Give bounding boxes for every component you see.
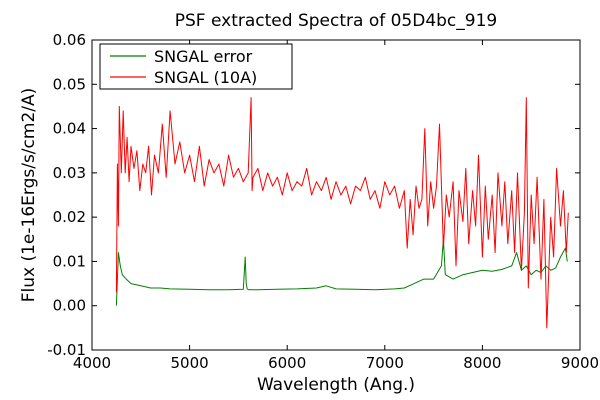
axis-ticks: 4000 5000 6000 7000 8000 9000 -0.01 0.00 0.01 0.0… — [47, 31, 599, 372]
legend-label-sngal-10a: SNGAL (10A) — [154, 68, 257, 87]
x-tick-label: 4000 — [73, 354, 111, 372]
y-tick-label: 0.02 — [53, 208, 86, 226]
legend-box — [99, 43, 293, 90]
x-axis-label: Wavelength (Ang.) — [257, 375, 415, 395]
series-lines — [115, 97, 569, 329]
legend: SNGAL error SNGAL (10A) — [99, 43, 293, 90]
y-tick-label: 0.03 — [53, 164, 86, 182]
y-tick-label: 0.05 — [53, 75, 86, 93]
x-tick-label: 5000 — [171, 354, 209, 372]
y-tick-label: 0.06 — [53, 31, 86, 49]
y-tick-label: 0.01 — [53, 252, 86, 270]
x-tick-label: 7000 — [366, 354, 404, 372]
plot-frame — [91, 39, 581, 351]
y-tick-label: -0.01 — [47, 341, 86, 359]
plot-area — [92, 40, 580, 350]
y-tick-label: 0.00 — [53, 297, 86, 315]
x-tick-label: 9000 — [561, 354, 599, 372]
legend-label-sngal-error: SNGAL error — [154, 47, 253, 66]
x-tick-label: 6000 — [268, 354, 306, 372]
y-axis-label: Flux (1e-16Ergs/s/cm2/A) — [19, 88, 39, 303]
series-line-1 — [115, 97, 569, 329]
x-tick-label: 8000 — [463, 354, 501, 372]
y-tick-label: 0.04 — [53, 120, 86, 138]
chart-title: PSF extracted Spectra of 05D4bc_919 — [175, 11, 497, 31]
